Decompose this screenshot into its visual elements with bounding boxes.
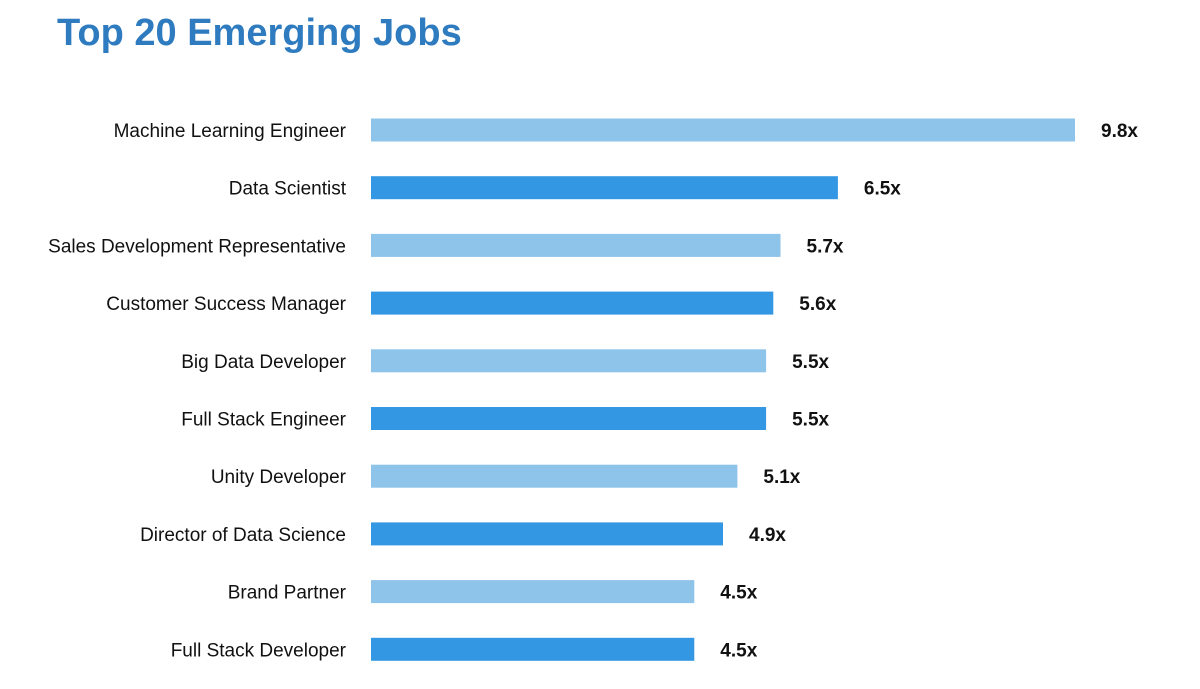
value-label: 4.5x [720,640,757,661]
bar [371,580,695,604]
category-label: Machine Learning Engineer [114,121,347,142]
bar [371,176,838,200]
value-label: 5.7x [807,236,844,257]
category-label: Data Scientist [229,179,347,200]
bar [371,291,774,315]
bar [371,233,781,257]
value-label: 5.1x [763,467,800,488]
category-label: Director of Data Science [140,525,346,546]
category-label: Customer Success Manager [106,294,346,315]
bar [371,118,1075,142]
bar [371,637,695,661]
bar [371,464,738,488]
category-label: Full Stack Engineer [181,410,346,431]
bar [371,522,723,546]
category-label: Full Stack Developer [171,640,347,661]
value-label: 6.5x [864,179,901,200]
category-label: Big Data Developer [181,352,346,373]
value-label: 4.5x [720,583,757,604]
category-label: Brand Partner [228,583,347,604]
category-label: Unity Developer [211,467,347,488]
bars-group [371,118,1075,661]
bar [371,349,767,373]
value-labels-group: 9.8x 6.5x 5.7x 5.6x 5.5x 5.5x 5.1x 4.9x 4.5x 4.5x [720,121,1138,661]
value-label: 9.8x [1101,121,1138,142]
category-labels-group: Machine Learning Engineer Data Scientist S… [48,121,347,661]
chart-title: Top 20 Emerging Jobs [57,12,462,54]
value-label: 4.9x [749,525,786,546]
category-label: Sales Development Representative [48,236,346,257]
bar [371,407,767,430]
value-label: 5.6x [799,294,836,315]
value-label: 5.5x [792,352,829,373]
value-label: 5.5x [792,410,829,431]
